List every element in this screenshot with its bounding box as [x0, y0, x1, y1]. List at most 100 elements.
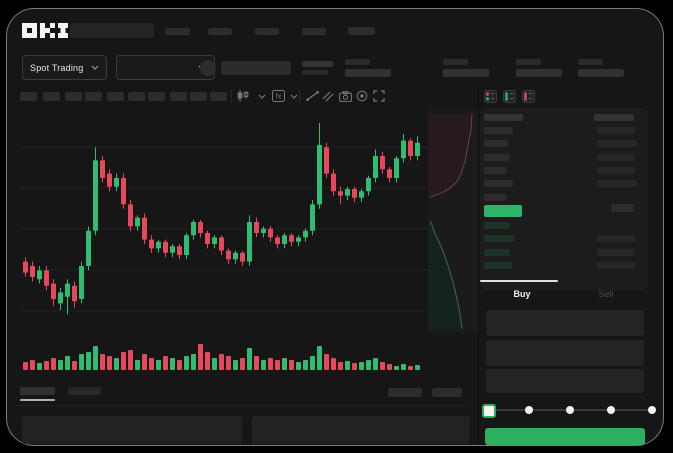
- orders-tab-active[interactable]: [20, 387, 55, 395]
- market-type-select[interactable]: Spot Trading: [22, 55, 107, 80]
- fullscreen-icon[interactable]: [371, 88, 387, 104]
- timeframe-button-placeholder[interactable]: [107, 92, 124, 101]
- drawing-tools-icon[interactable]: [320, 88, 336, 104]
- price-input-placeholder[interactable]: [486, 310, 644, 336]
- bid-price-bar: [484, 222, 510, 229]
- orderbook-bid-row[interactable]: [480, 248, 648, 257]
- orderbook-ask-row[interactable]: [480, 193, 648, 202]
- orders-action-button[interactable]: [388, 388, 422, 397]
- timeframe-button-placeholder[interactable]: [128, 92, 145, 101]
- ask-amount-bar: [597, 140, 637, 148]
- ask-amount-bar: [597, 166, 635, 174]
- amount-input-placeholder[interactable]: [486, 340, 644, 366]
- bid-amount-bar: [597, 248, 634, 256]
- orderbook-bid-row[interactable]: [480, 222, 648, 230]
- ask-price-bar: [484, 166, 506, 174]
- tab-sell[interactable]: Sell: [598, 289, 614, 299]
- stat-label-placeholder: [516, 59, 541, 65]
- orderbook-header-amount: [594, 114, 634, 121]
- ask-amount-bar: [597, 180, 637, 188]
- orders-table-placeholder: [252, 416, 470, 444]
- toolbar-divider: [299, 90, 300, 103]
- bid-price-bar: [484, 248, 510, 256]
- stat-label-placeholder: [443, 59, 468, 65]
- orderbook-panel[interactable]: [480, 108, 648, 290]
- ask-price-bar: [484, 127, 513, 134]
- slider-stop[interactable]: [648, 406, 656, 414]
- orderbook-ask-row[interactable]: [480, 166, 648, 175]
- slider-stop[interactable]: [525, 406, 533, 414]
- chevron-down-icon: [91, 65, 99, 70]
- trendline-icon[interactable]: [304, 88, 320, 104]
- timeframe-button-placeholder[interactable]: [190, 92, 207, 101]
- bid-price-bar: [484, 235, 514, 243]
- timeframe-button-placeholder[interactable]: [148, 92, 165, 101]
- orderbook-header-price: [484, 114, 523, 121]
- orders-tab[interactable]: [68, 387, 101, 395]
- ask-price-bar: [484, 180, 513, 188]
- stat-value-placeholder: [443, 69, 489, 77]
- stat-label-placeholder: [345, 59, 370, 65]
- pair-name-placeholder[interactable]: [221, 61, 291, 75]
- slider-stop[interactable]: [566, 406, 574, 414]
- ask-price-bar: [484, 140, 508, 148]
- nav-item-placeholder[interactable]: [255, 28, 279, 35]
- camera-icon[interactable]: [337, 88, 353, 104]
- depth-chart[interactable]: [428, 110, 478, 332]
- last-price-placeholder: [302, 61, 333, 67]
- stat-label-placeholder: [578, 59, 603, 65]
- nav-item-placeholder[interactable]: [348, 27, 375, 35]
- timeframe-button-placeholder[interactable]: [210, 92, 227, 101]
- orderbook-ask-row[interactable]: [480, 140, 648, 148]
- stat-value-placeholder: [578, 69, 624, 77]
- orderbook-ask-row[interactable]: [480, 153, 648, 162]
- stat-value-placeholder: [516, 69, 562, 77]
- orderbook-mode-all-icon[interactable]: [484, 90, 497, 103]
- bid-amount-bar: [597, 261, 635, 269]
- buy-button[interactable]: [485, 428, 645, 445]
- ask-amount-bar: [597, 153, 634, 161]
- orderbook-bid-row[interactable]: [480, 261, 648, 270]
- slider-stop[interactable]: [607, 406, 615, 414]
- last-price-bar: [484, 205, 522, 217]
- ask-price-bar: [484, 153, 510, 161]
- chart-style-icon[interactable]: [236, 88, 252, 104]
- market-type-label: Spot Trading: [30, 62, 84, 73]
- coin-avatar: [200, 60, 216, 76]
- ask-price-bar: [484, 193, 506, 201]
- volume-chart: [23, 344, 420, 370]
- buy-tab-indicator: [480, 280, 558, 282]
- timeframe-button-placeholder[interactable]: [65, 92, 82, 101]
- tab-buy[interactable]: Buy: [513, 289, 531, 299]
- interval-dropdown-icon[interactable]: [254, 88, 270, 104]
- slider-handle-active[interactable]: [482, 404, 496, 418]
- logo-text: OKX: [0, 0, 1, 1]
- search-placeholder[interactable]: [70, 23, 154, 38]
- pair-select[interactable]: [116, 55, 215, 80]
- orderbook-ask-row[interactable]: [480, 180, 648, 188]
- indicators-icon[interactable]: fx: [270, 88, 286, 104]
- candlestick-chart[interactable]: [20, 108, 428, 334]
- price-change-placeholder: [302, 70, 328, 75]
- orderbook-bid-row[interactable]: [480, 235, 648, 243]
- toolbar-divider: [231, 90, 232, 103]
- timeframe-button-placeholder[interactable]: [43, 92, 60, 101]
- timeframe-button-placeholder[interactable]: [85, 92, 102, 101]
- orderbook-ask-row[interactable]: [480, 127, 648, 135]
- nav-item-placeholder[interactable]: [165, 28, 190, 35]
- compare-dropdown-icon[interactable]: [286, 88, 302, 104]
- orders-table-placeholder: [22, 416, 242, 444]
- orderbook-mode-bids-icon[interactable]: [503, 90, 516, 103]
- orderbook-mode-asks-icon[interactable]: [522, 90, 535, 103]
- timeframe-button-placeholder[interactable]: [170, 92, 187, 101]
- bid-price-bar: [484, 261, 512, 269]
- total-input-placeholder[interactable]: [486, 369, 644, 393]
- orders-action-button[interactable]: [432, 388, 462, 397]
- timeframe-button-placeholder[interactable]: [20, 92, 37, 101]
- settings-icon[interactable]: [354, 88, 370, 104]
- nav-item-placeholder[interactable]: [302, 28, 326, 35]
- nav-item-placeholder[interactable]: [208, 28, 232, 35]
- active-tab-underline: [20, 399, 55, 401]
- section-divider: [14, 405, 470, 406]
